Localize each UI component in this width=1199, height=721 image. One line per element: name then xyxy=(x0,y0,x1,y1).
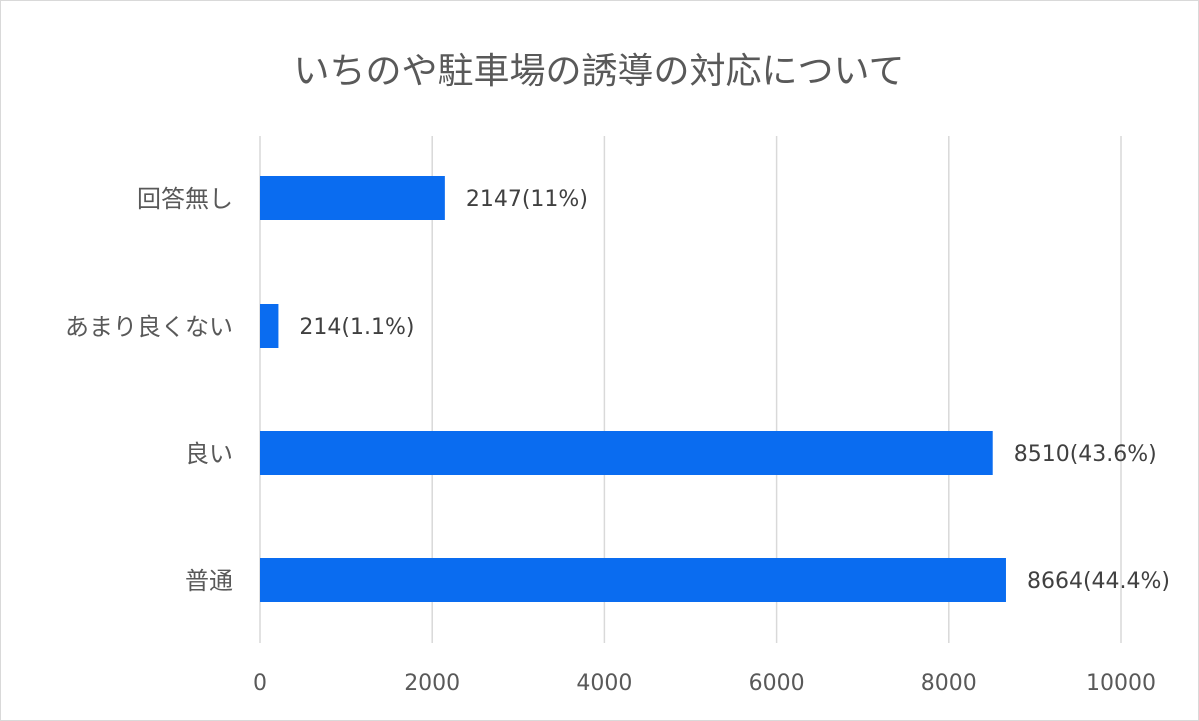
data-labels: 2147(11%) 214(1.1%) 8510(43.6%) 8664(44.4%) xyxy=(299,187,1170,594)
bar xyxy=(260,304,279,348)
category-label: あまり良くない xyxy=(65,313,233,341)
chart-title: いちのや駐車場の誘導の対応について xyxy=(294,51,905,92)
bar xyxy=(260,176,445,220)
x-tick-label: 10000 xyxy=(1086,671,1156,696)
bar-data-label: 8664(44.4%) xyxy=(1027,569,1170,594)
x-tick-label: 4000 xyxy=(576,671,632,696)
x-tick-label: 0 xyxy=(253,671,267,696)
bars xyxy=(260,176,1006,602)
bar-data-label: 2147(11%) xyxy=(466,187,588,212)
x-tick-label: 2000 xyxy=(404,671,460,696)
category-label: 良い xyxy=(185,440,233,468)
category-label: 普通 xyxy=(185,567,233,595)
bar xyxy=(260,431,993,475)
category-label: 回答無し xyxy=(137,185,233,213)
bar-data-label: 214(1.1%) xyxy=(299,315,414,340)
x-tick-labels: 0 2000 4000 6000 8000 10000 xyxy=(253,671,1156,696)
bar-data-label: 8510(43.6%) xyxy=(1014,442,1157,467)
x-tick-label: 8000 xyxy=(921,671,977,696)
x-tick-label: 6000 xyxy=(749,671,805,696)
bar xyxy=(260,558,1006,602)
